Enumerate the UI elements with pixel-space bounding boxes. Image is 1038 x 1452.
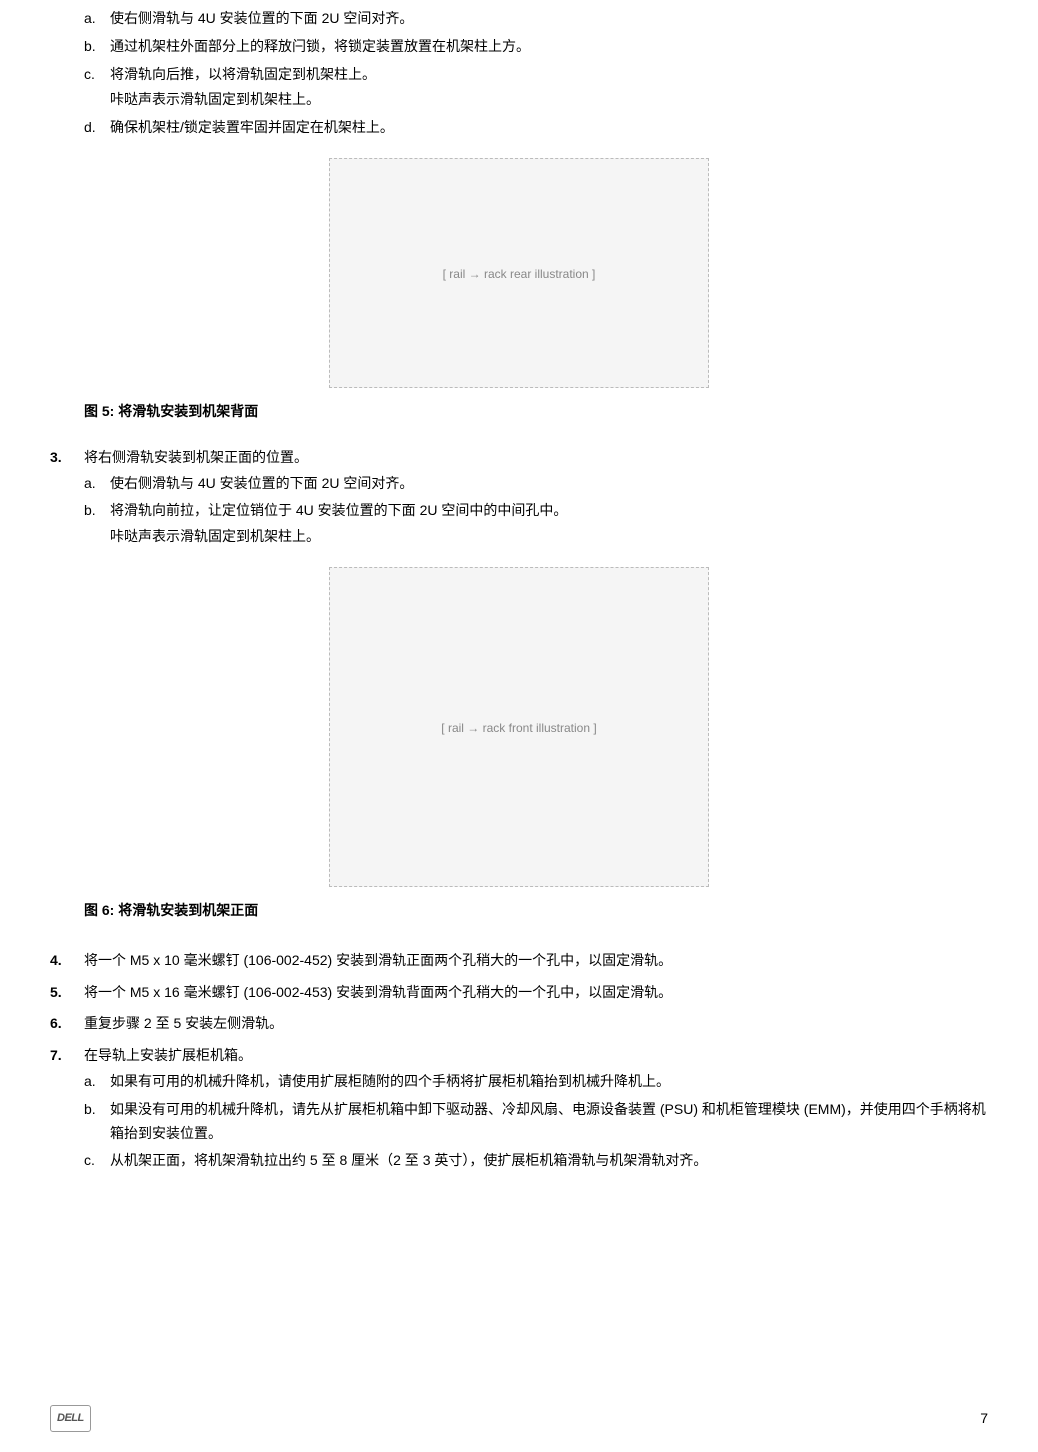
- figure-6: [ rail → rack front illustration ]: [50, 567, 988, 887]
- marker: 7.: [50, 1044, 62, 1068]
- note: 咔哒声表示滑轨固定到机架柱上。: [110, 523, 988, 549]
- marker: a.: [84, 1070, 96, 1094]
- figure-6-caption: 图 6: 将滑轨安装到机架正面: [84, 899, 988, 923]
- marker: d.: [84, 116, 96, 140]
- step2-c: c. 将滑轨向后推，以将滑轨固定到机架柱上。 咔哒声表示滑轨固定到机架柱上。: [84, 61, 988, 115]
- step7-b: b. 如果没有可用的机械升降机，请先从扩展柜机箱中卸下驱动器、冷却风扇、电源设备…: [84, 1096, 988, 1148]
- marker: b.: [84, 499, 96, 523]
- step2-subitems: a. 使右侧滑轨与 4U 安装位置的下面 2U 空间对齐。 b. 通过机架柱外面…: [84, 5, 988, 142]
- page-footer: DELL 7: [50, 1405, 988, 1432]
- figure-5-image: [ rail → rack rear illustration ]: [329, 158, 709, 388]
- numbered-steps: 3. 将右侧滑轨安装到机架正面的位置。 a. 使右侧滑轨与 4U 安装位置的下面…: [50, 442, 988, 1187]
- figure-5: [ rail → rack rear illustration ]: [50, 158, 988, 388]
- step7-a: a. 如果有可用的机械升降机，请使用扩展柜随附的四个手柄将扩展柜机箱抬到机械升降…: [84, 1068, 988, 1096]
- page-content: a. 使右侧滑轨与 4U 安装位置的下面 2U 空间对齐。 b. 通过机架柱外面…: [50, 0, 988, 1187]
- step2-b: b. 通过机架柱外面部分上的释放闩锁，将锁定装置放置在机架柱上方。: [84, 33, 988, 61]
- text: 从机架正面，将机架滑轨拉出约 5 至 8 厘米（2 至 3 英寸），使扩展柜机箱…: [110, 1152, 707, 1168]
- step-5: 5. 将一个 M5 x 16 毫米螺钉 (106-002-453) 安装到滑轨背…: [50, 977, 988, 1009]
- step2-d: d. 确保机架柱/锁定装置牢固并固定在机架柱上。: [84, 114, 988, 142]
- step3-subitems: a. 使右侧滑轨与 4U 安装位置的下面 2U 空间对齐。 b. 将滑轨向前拉，…: [84, 470, 988, 551]
- marker: a.: [84, 7, 96, 31]
- text: 确保机架柱/锁定装置牢固并固定在机架柱上。: [110, 119, 394, 135]
- marker: c.: [84, 1149, 95, 1173]
- step3-b: b. 将滑轨向前拉，让定位销位于 4U 安装位置的下面 2U 空间中的中间孔中。…: [84, 497, 988, 551]
- marker: a.: [84, 472, 96, 496]
- marker: c.: [84, 63, 95, 87]
- text: 将滑轨向前拉，让定位销位于 4U 安装位置的下面 2U 空间中的中间孔中。: [110, 502, 567, 518]
- marker: 5.: [50, 981, 62, 1005]
- marker: 3.: [50, 446, 62, 470]
- step7-c: c. 从机架正面，将机架滑轨拉出约 5 至 8 厘米（2 至 3 英寸），使扩展…: [84, 1147, 988, 1175]
- text: 将一个 M5 x 10 毫米螺钉 (106-002-452) 安装到滑轨正面两个…: [84, 952, 672, 968]
- marker: 6.: [50, 1012, 62, 1036]
- text: 如果有可用的机械升降机，请使用扩展柜随附的四个手柄将扩展柜机箱抬到机械升降机上。: [110, 1073, 670, 1089]
- text: 在导轨上安装扩展柜机箱。: [84, 1047, 252, 1063]
- text: 使右侧滑轨与 4U 安装位置的下面 2U 空间对齐。: [110, 475, 413, 491]
- text: 重复步骤 2 至 5 安装左侧滑轨。: [84, 1015, 283, 1031]
- marker: b.: [84, 35, 96, 59]
- step-4: 4. 将一个 M5 x 10 毫米螺钉 (106-002-452) 安装到滑轨正…: [50, 945, 988, 977]
- text: 将右侧滑轨安装到机架正面的位置。: [84, 449, 308, 465]
- note: 咔哒声表示滑轨固定到机架柱上。: [110, 86, 988, 112]
- step2-a: a. 使右侧滑轨与 4U 安装位置的下面 2U 空间对齐。: [84, 5, 988, 33]
- text: 如果没有可用的机械升降机，请先从扩展柜机箱中卸下驱动器、冷却风扇、电源设备装置 …: [110, 1101, 986, 1141]
- page-number: 7: [980, 1407, 988, 1431]
- figure-6-image: [ rail → rack front illustration ]: [329, 567, 709, 887]
- dell-logo: DELL: [50, 1405, 91, 1432]
- text: 使右侧滑轨与 4U 安装位置的下面 2U 空间对齐。: [110, 10, 413, 26]
- figure-5-caption: 图 5: 将滑轨安装到机架背面: [84, 400, 988, 424]
- text: 将一个 M5 x 16 毫米螺钉 (106-002-453) 安装到滑轨背面两个…: [84, 984, 672, 1000]
- text: 将滑轨向后推，以将滑轨固定到机架柱上。: [110, 66, 376, 82]
- step3-a: a. 使右侧滑轨与 4U 安装位置的下面 2U 空间对齐。: [84, 470, 988, 498]
- step7-subitems: a. 如果有可用的机械升降机，请使用扩展柜随附的四个手柄将扩展柜机箱抬到机械升降…: [84, 1068, 988, 1175]
- text: 通过机架柱外面部分上的释放闩锁，将锁定装置放置在机架柱上方。: [110, 38, 530, 54]
- marker: b.: [84, 1098, 96, 1122]
- step-6: 6. 重复步骤 2 至 5 安装左侧滑轨。: [50, 1008, 988, 1040]
- step-7: 7. 在导轨上安装扩展柜机箱。 a. 如果有可用的机械升降机，请使用扩展柜随附的…: [50, 1040, 988, 1187]
- step-3: 3. 将右侧滑轨安装到机架正面的位置。 a. 使右侧滑轨与 4U 安装位置的下面…: [50, 442, 988, 945]
- marker: 4.: [50, 949, 62, 973]
